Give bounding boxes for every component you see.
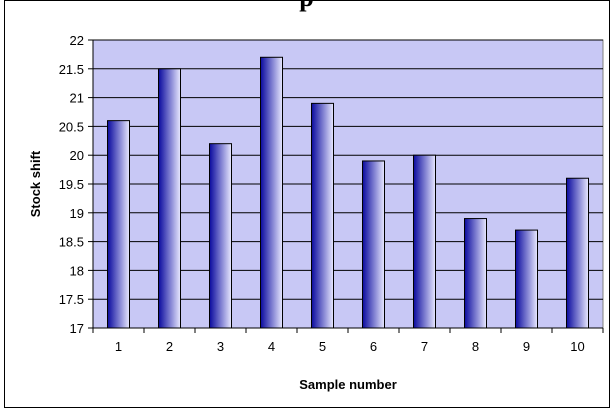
y-tick-label: 21 — [70, 91, 84, 106]
bar-sample-9 — [515, 229, 538, 329]
bar-sample-5 — [311, 102, 334, 329]
x-axis-title: Sample number — [299, 377, 397, 392]
x-tick-label: 10 — [570, 339, 584, 354]
bars — [107, 56, 589, 329]
chart-title: p — [0, 0, 613, 13]
bar-sample-1 — [107, 120, 130, 329]
x-tick-label: 4 — [268, 339, 275, 354]
y-tick-label: 20 — [70, 148, 84, 163]
x-tick-label: 6 — [370, 339, 377, 354]
y-tick-label: 20.5 — [59, 119, 84, 134]
x-tick-label: 5 — [319, 339, 326, 354]
x-tick-label: 7 — [421, 339, 428, 354]
bar-sample-3 — [209, 143, 232, 329]
x-tick-label: 8 — [472, 339, 479, 354]
x-axis-ticks: 1 2 3 4 5 6 7 8 9 10 — [92, 328, 604, 354]
y-tick-label: 22 — [70, 33, 84, 48]
bar-sample-10 — [566, 177, 589, 329]
y-tick-label: 17 — [70, 321, 84, 336]
y-tick-label: 18 — [70, 263, 84, 278]
y-axis-ticks: 17 17.5 18 18.5 19 19.5 20 20.5 21 21.5 22 — [59, 33, 93, 336]
y-tick-label: 17.5 — [59, 292, 84, 307]
x-tick-label: 2 — [166, 339, 173, 354]
y-axis-title: Stock shift — [28, 150, 43, 217]
y-tick-label: 19.5 — [59, 177, 84, 192]
bar-sample-6 — [362, 160, 385, 329]
x-tick-label: 1 — [115, 339, 122, 354]
y-tick-label: 18.5 — [59, 235, 84, 250]
y-tick-label: 19 — [70, 206, 84, 221]
x-tick-label: 9 — [523, 339, 530, 354]
bar-sample-8 — [464, 218, 487, 329]
bar-sample-4 — [260, 56, 283, 329]
x-tick-label: 3 — [217, 339, 224, 354]
bar-sample-2 — [158, 68, 181, 329]
y-tick-label: 21.5 — [59, 62, 84, 77]
bar-sample-7 — [413, 154, 436, 329]
